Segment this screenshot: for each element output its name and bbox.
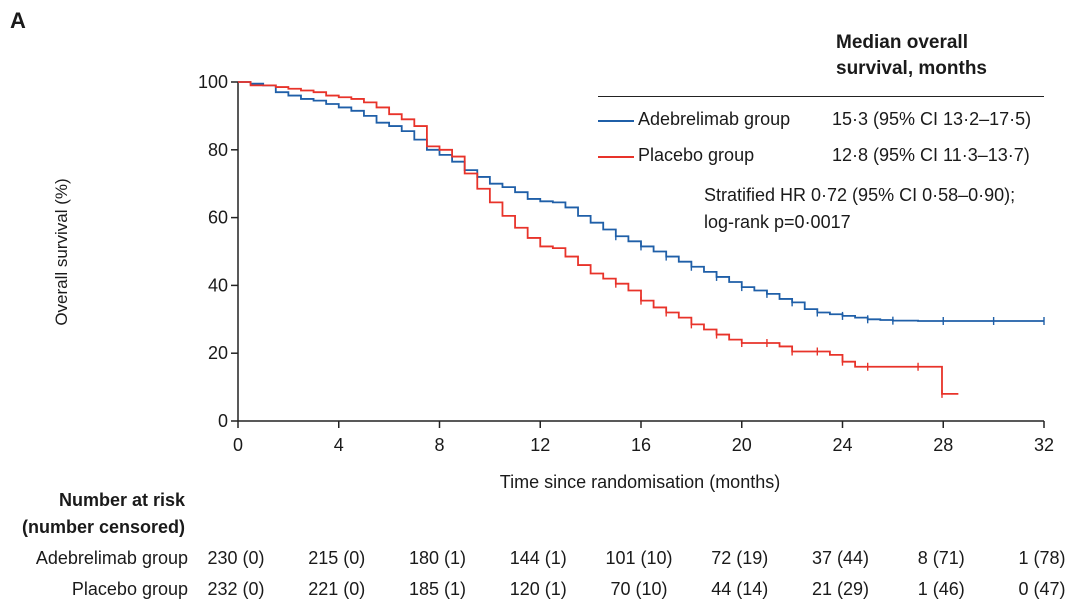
risk-row-name-adebrelimab: Adebrelimab group	[35, 548, 188, 568]
legend-value-adebrelimab: 15·3 (95% CI 13·2–17·5)	[832, 109, 1032, 129]
x-tick-label-32: 32	[1034, 435, 1054, 455]
km-curve-adebrelimab	[238, 81, 1044, 322]
risk-value-placebo-24: 21 (29)	[811, 579, 870, 599]
risk-row-placebo: Placebo group 232 (0) 221 (0) 185 (1) 120 (1…	[0, 579, 1080, 603]
x-tick-label-16: 16	[631, 435, 651, 455]
risk-value-adebrelimab-4: 215 (0)	[308, 548, 366, 568]
risk-value-adebrelimab-24: 37 (44)	[811, 548, 870, 568]
y-tick-label-60: 60	[208, 208, 228, 228]
risk-value-placebo-4: 221 (0)	[308, 579, 366, 599]
x-tick-label-4: 4	[334, 435, 344, 455]
risk-value-adebrelimab-32: 1 (78)	[1018, 548, 1066, 568]
risk-value-placebo-0: 232 (0)	[207, 579, 265, 599]
risk-value-placebo-32: 0 (47)	[1018, 579, 1066, 599]
risk-row-adebrelimab: Adebrelimab group 230 (0) 215 (0) 180 (1) 14…	[0, 548, 1080, 572]
x-tick-label-28: 28	[933, 435, 953, 455]
chart-axes: 0 20 40 60 80 100 0 4 8 12 16 20 24 28 32	[198, 72, 1054, 455]
x-axis-label: Time since randomisation (months)	[499, 472, 781, 492]
hazard-ratio-text: Stratified HR 0·72 (95% CI 0·58–0·90);	[704, 185, 1016, 205]
legend-divider	[598, 96, 1044, 97]
legend-name-adebrelimab: Adebrelimab group	[638, 109, 791, 129]
y-tick-label-20: 20	[208, 343, 228, 363]
risk-value-adebrelimab-16: 101 (10)	[605, 548, 673, 568]
y-tick-label-80: 80	[208, 140, 228, 160]
risk-table-header-2: (number censored)	[21, 517, 185, 537]
risk-value-adebrelimab-20: 72 (19)	[711, 548, 769, 568]
legend-header-line-1: Median overall	[836, 32, 968, 53]
legend-swatch-adebrelimab	[598, 120, 634, 122]
panel-label: A	[10, 8, 26, 33]
risk-value-placebo-12: 120 (1)	[509, 579, 567, 599]
risk-value-adebrelimab-28: 8 (71)	[917, 548, 965, 568]
legend-name-placebo: Placebo group	[638, 145, 755, 165]
risk-value-adebrelimab-0: 230 (0)	[207, 548, 265, 568]
x-tick-label-20: 20	[732, 435, 752, 455]
risk-value-placebo-8: 185 (1)	[408, 579, 467, 599]
km-curve-placebo	[238, 81, 959, 395]
risk-value-placebo-20: 44 (14)	[711, 579, 769, 599]
risk-value-adebrelimab-12: 144 (1)	[509, 548, 567, 568]
risk-table-header-1: Number at risk	[58, 490, 185, 510]
y-tick-label-40: 40	[208, 275, 228, 295]
risk-value-adebrelimab-8: 180 (1)	[408, 548, 467, 568]
y-tick-label-0: 0	[218, 411, 228, 431]
chart-curves	[238, 81, 1045, 398]
legend-header-line-2: survival, months	[836, 58, 987, 79]
legend-swatch-placebo	[598, 156, 634, 158]
risk-value-placebo-28: 1 (46)	[917, 579, 965, 599]
risk-row-name-placebo: Placebo group	[71, 579, 188, 599]
x-tick-label-12: 12	[530, 435, 550, 455]
x-tick-label-24: 24	[832, 435, 852, 455]
legend-header: Median overall survival, months	[836, 30, 1066, 82]
risk-value-placebo-16: 70 (10)	[610, 579, 668, 599]
x-tick-label-0: 0	[233, 435, 243, 455]
x-tick-label-8: 8	[434, 435, 444, 455]
y-tick-label-100: 100	[198, 72, 228, 92]
log-rank-text: log-rank p=0·0017	[704, 212, 851, 232]
y-axis-label: Overall survival (%)	[52, 178, 71, 326]
legend-value-placebo: 12·8 (95% CI 11·3–13·7)	[832, 145, 1030, 165]
